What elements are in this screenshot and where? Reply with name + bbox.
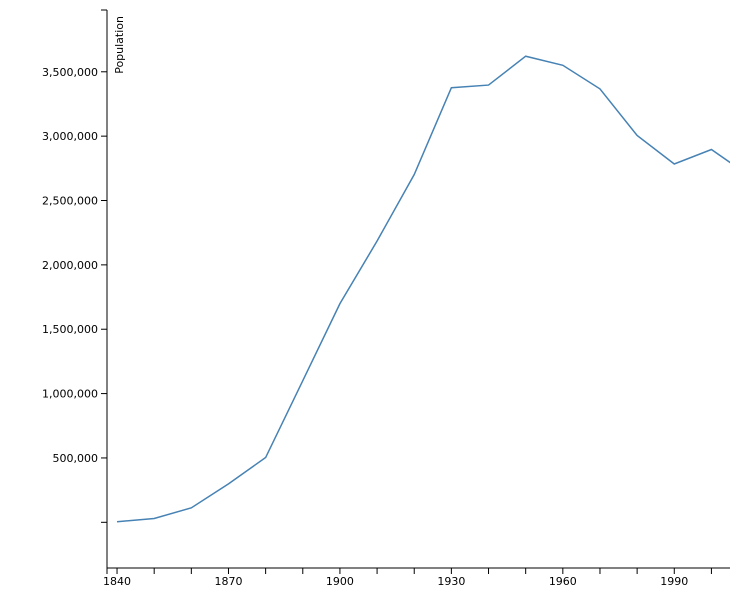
y-tick-label: 1,500,000 [42, 323, 98, 336]
x-tick-label: 1900 [326, 575, 354, 588]
y-axis-label: Population [113, 16, 126, 74]
y-tick-label: 2,500,000 [42, 195, 98, 208]
x-tick-label: 1990 [660, 575, 688, 588]
x-tick-label: 1840 [103, 575, 131, 588]
data-line [116, 55, 730, 523]
x-tick-label: 1870 [214, 575, 242, 588]
y-tick-label: 500,000 [53, 452, 99, 465]
x-tick-label: 1930 [437, 575, 465, 588]
y-tick-label: 3,500,000 [42, 66, 98, 79]
y-tick-label: 2,000,000 [42, 259, 98, 272]
y-tick-label: 1,000,000 [42, 388, 98, 401]
y-tick-label: 3,000,000 [42, 130, 98, 143]
x-tick-label: 1960 [549, 575, 577, 588]
